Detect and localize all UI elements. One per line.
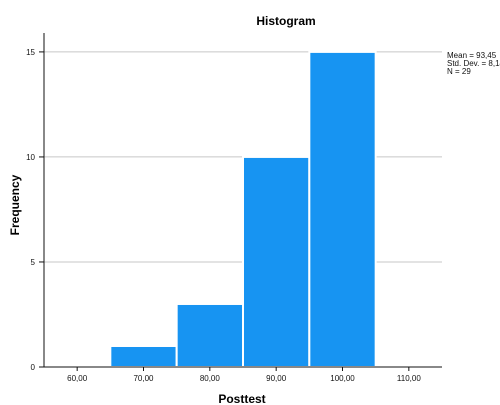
chart-title: Histogram: [256, 14, 315, 28]
x-tick-label: 60,00: [67, 374, 88, 383]
x-axis-label: Posttest: [218, 392, 265, 405]
x-tick-label: 70,00: [133, 374, 154, 383]
y-tick-label: 5: [31, 258, 36, 267]
histogram-bar: [309, 52, 375, 367]
y-tick-label: 0: [31, 363, 36, 372]
stats-line: N = 29: [447, 67, 471, 76]
histogram-bar: [243, 157, 309, 367]
x-tick-label: 90,00: [266, 374, 287, 383]
y-tick-label: 15: [26, 48, 35, 57]
x-tick-label: 100,00: [330, 374, 355, 383]
y-axis-label: Frequency: [8, 174, 22, 235]
histogram-bar: [110, 346, 176, 367]
histogram-bar: [177, 304, 243, 367]
x-tick-label: 110,00: [397, 374, 421, 383]
histogram-bars: [110, 52, 375, 367]
y-tick-label: 10: [26, 153, 35, 162]
x-tick-label: 80,00: [200, 374, 221, 383]
